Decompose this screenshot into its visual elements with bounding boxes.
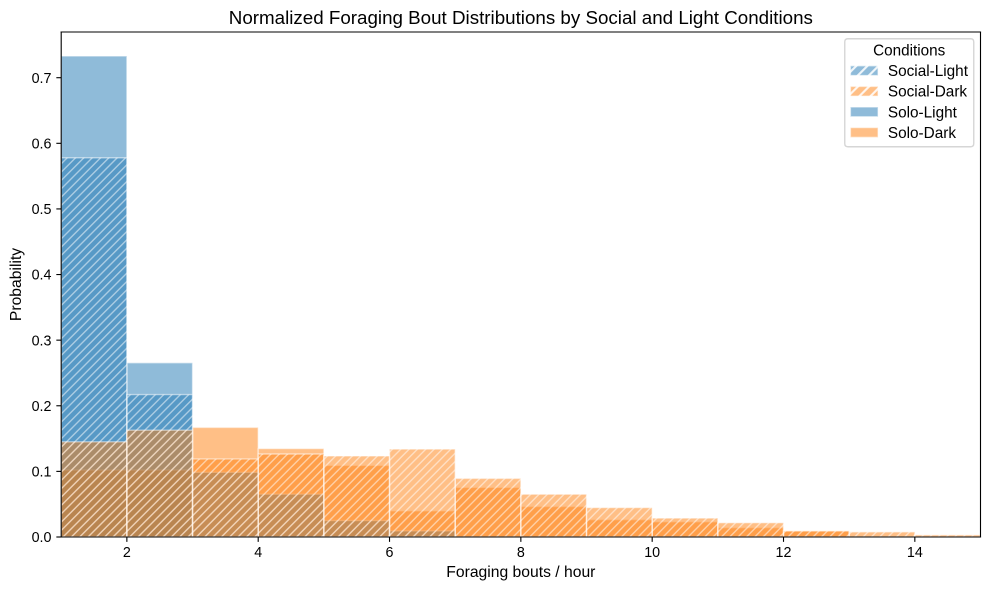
svg-text:0.5: 0.5 [32,202,52,218]
svg-text:0.7: 0.7 [32,71,52,87]
svg-text:Conditions: Conditions [873,43,945,60]
svg-text:0.6: 0.6 [32,136,52,152]
svg-text:Foraging bouts / hour: Foraging bouts / hour [446,564,595,581]
svg-text:0.0: 0.0 [32,530,52,546]
svg-text:Solo-Light: Solo-Light [888,104,958,121]
svg-text:Normalized Foraging Bout Distr: Normalized Foraging Bout Distributions b… [229,7,813,28]
svg-text:2: 2 [123,545,131,561]
svg-text:10: 10 [644,545,660,561]
svg-text:0.2: 0.2 [32,399,52,415]
svg-text:12: 12 [776,545,792,561]
svg-text:0.1: 0.1 [32,465,52,481]
svg-text:4: 4 [254,545,262,561]
svg-text:0.4: 0.4 [32,268,52,284]
svg-text:0.3: 0.3 [32,333,52,349]
svg-text:14: 14 [907,545,923,561]
svg-text:Solo-Dark: Solo-Dark [888,125,956,142]
svg-text:8: 8 [517,545,525,561]
svg-text:6: 6 [386,545,394,561]
svg-text:Social-Light: Social-Light [888,63,969,80]
svg-text:Probability: Probability [8,248,25,321]
svg-text:Social-Dark: Social-Dark [888,84,968,101]
